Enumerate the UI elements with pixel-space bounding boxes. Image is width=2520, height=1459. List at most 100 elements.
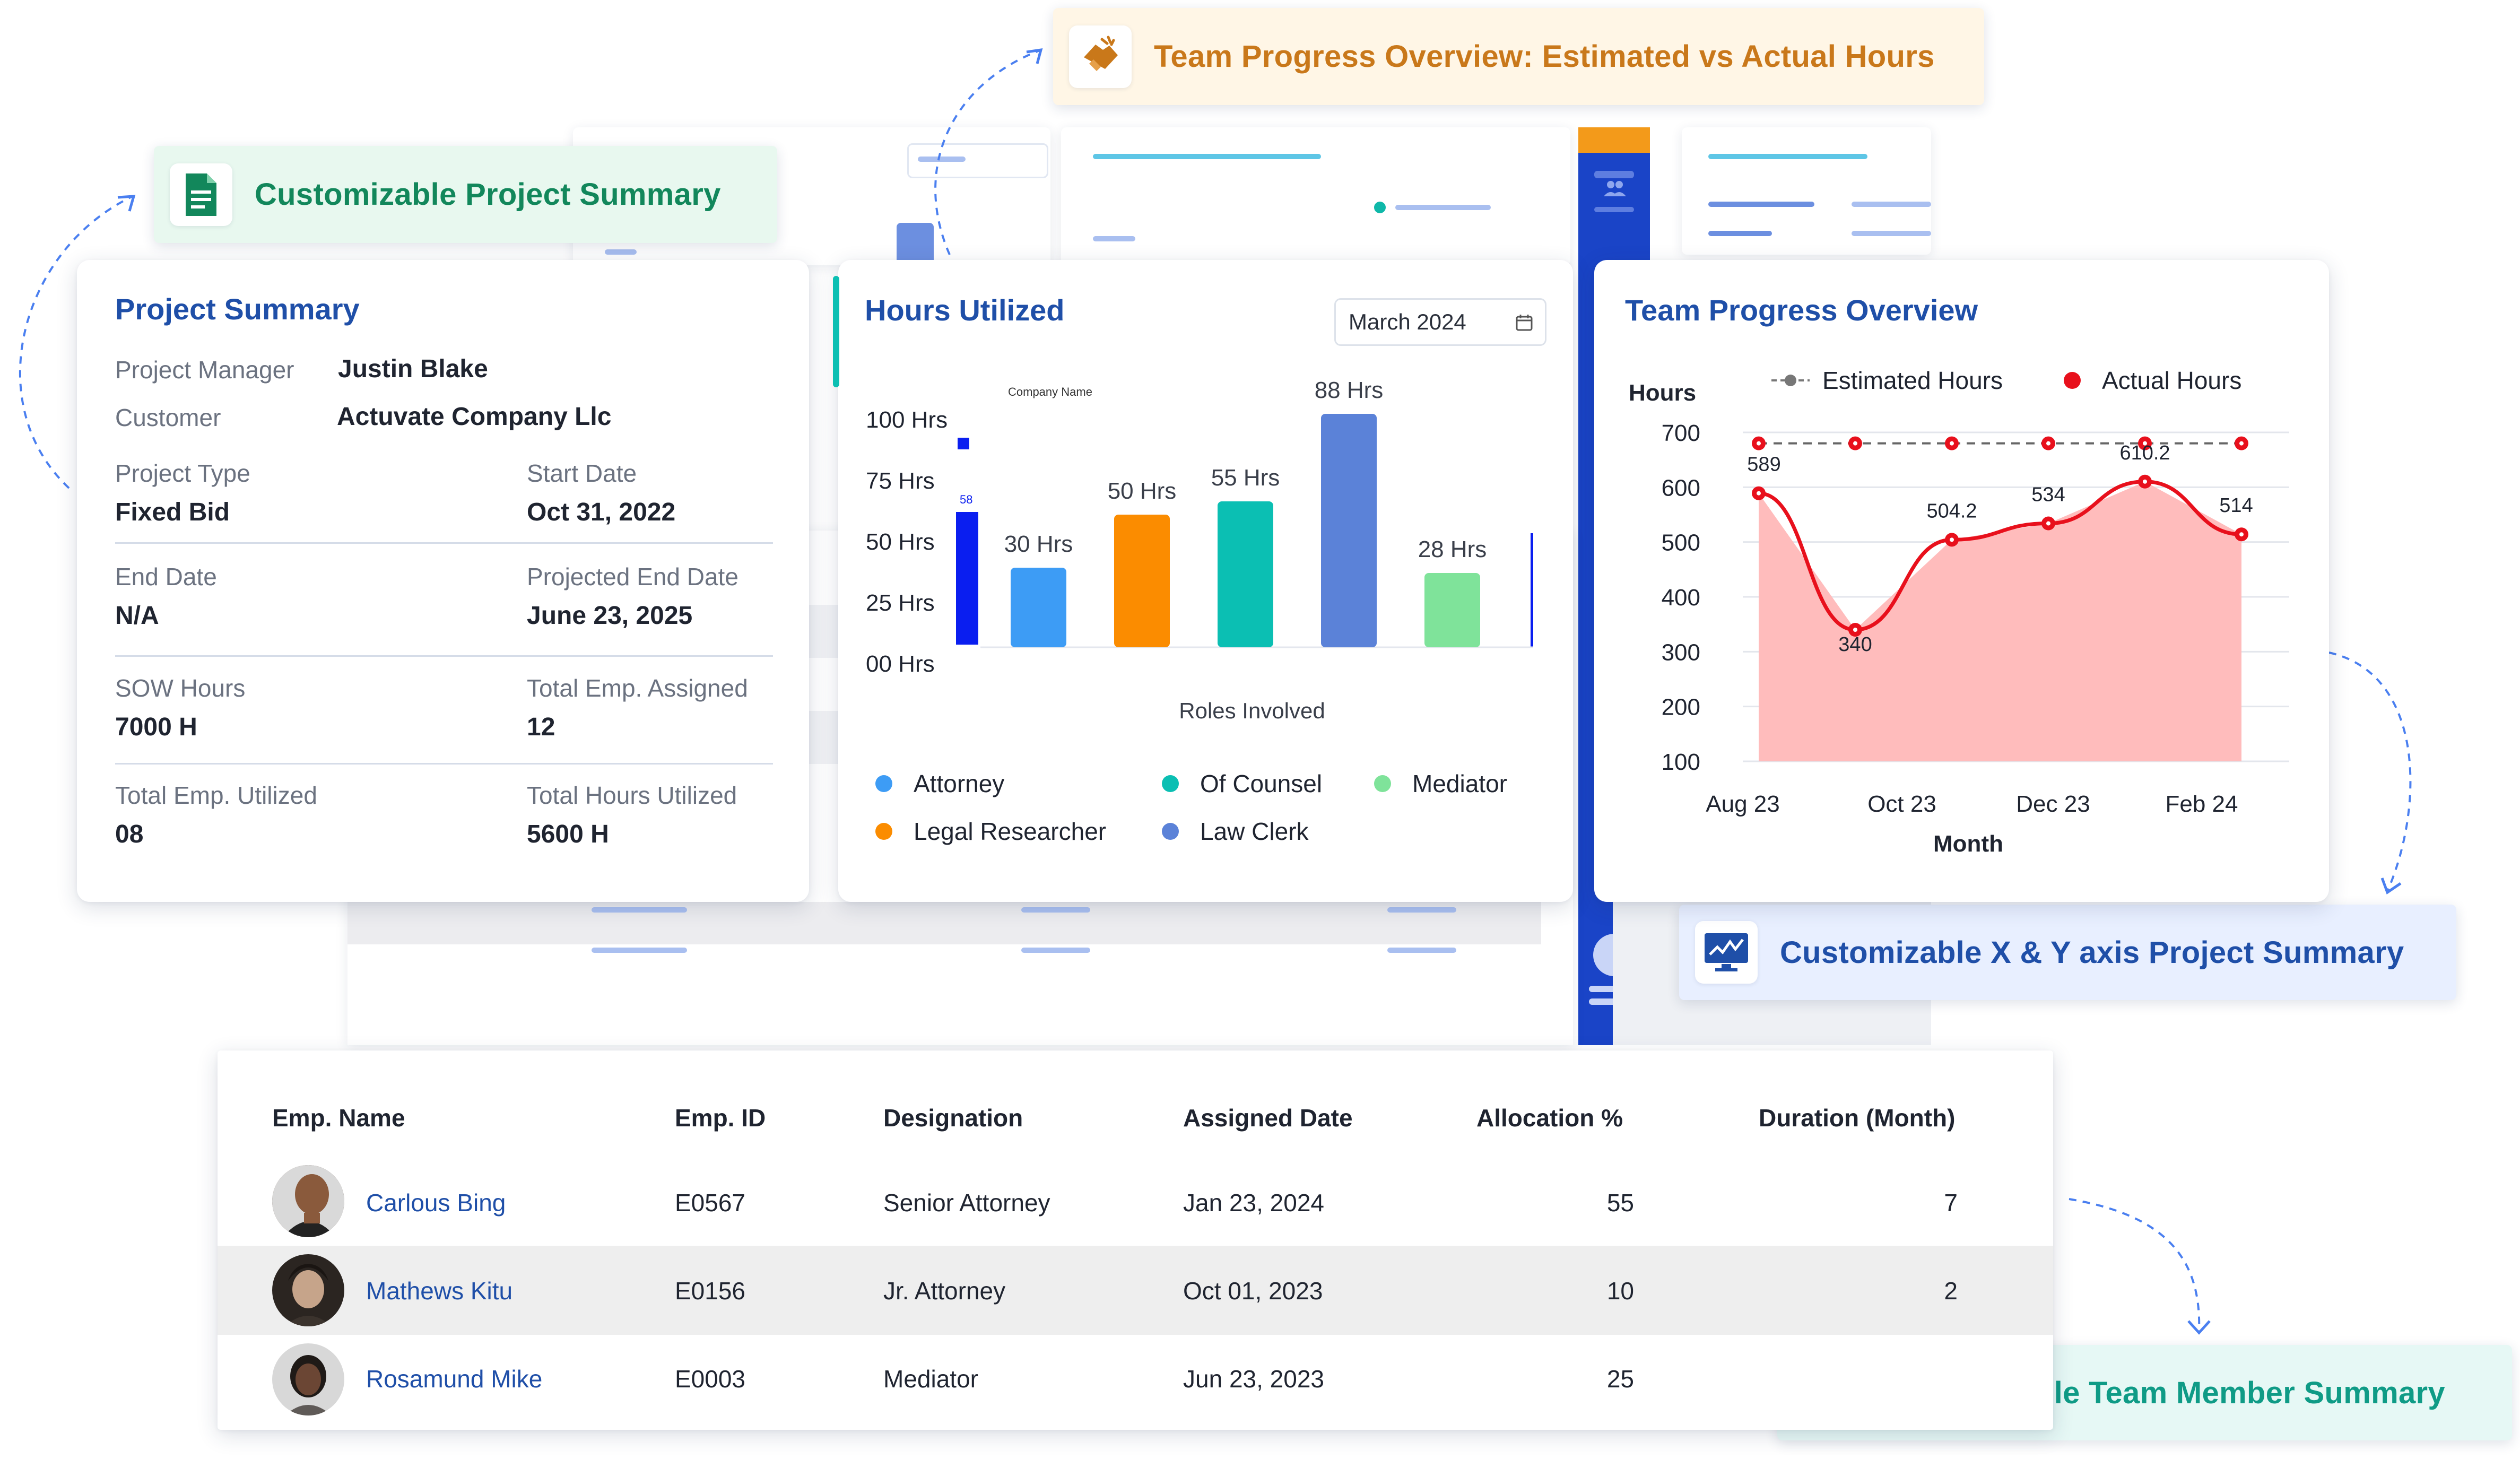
col-designation[interactable]: Designation	[883, 1104, 1023, 1132]
estimated-point-core	[1950, 441, 1954, 446]
sow-hours-value: 7000 H	[115, 713, 197, 741]
ghost-panel-middle	[1061, 127, 1570, 265]
actual-value-label: 534	[2031, 484, 2065, 506]
y-tick-label: 75 Hrs	[866, 468, 935, 494]
customer-value: Actuvate Company Llc	[337, 403, 612, 431]
actual-point-core	[1757, 491, 1761, 496]
start-date-value: Oct 31, 2022	[527, 498, 676, 526]
y-tick-label: 25 Hrs	[866, 590, 935, 616]
hours-utilized-card: Hours Utilized March 2024 100 Hrs 75 Hrs 5…	[833, 260, 1573, 902]
y-tick-label: 600	[1662, 475, 1700, 501]
actual-line	[1758, 480, 2242, 632]
partial-bar	[956, 512, 978, 645]
team-progress-line-chart: Hours 700 600 500 400 300 200 100 589 340 504.2 534…	[1629, 382, 2289, 857]
col-emp-id[interactable]: Emp. ID	[675, 1104, 766, 1132]
emp-name-link[interactable]: Mathews Kitu	[366, 1277, 513, 1305]
total-emp-utilized-label: Total Emp. Utilized	[115, 781, 317, 809]
bar-value-label: 28 Hrs	[1418, 536, 1487, 562]
emp-name-link[interactable]: Rosamund Mike	[366, 1365, 543, 1393]
col-assigned-date[interactable]: Assigned Date	[1183, 1104, 1353, 1132]
handshake-icon	[1069, 25, 1132, 88]
x-tick-label: Dec 23	[2016, 791, 2090, 817]
legend-attorney: Attorney	[875, 769, 1004, 798]
team-progress-title: Team Progress Overview	[1625, 293, 1978, 327]
y-tick-label: 700	[1662, 420, 1700, 446]
bar-value-label: 55 Hrs	[1211, 465, 1280, 491]
actual-area	[1759, 481, 2241, 761]
month-select[interactable]: March 2024	[1334, 298, 1546, 346]
table-row[interactable]: Rosamund Mike E0003 Mediator Jun 23, 202…	[218, 1335, 2053, 1424]
actual-point-core	[1950, 537, 1954, 542]
edge-bar	[1531, 533, 1533, 647]
document-icon	[170, 163, 232, 226]
project-manager-value: Justin Blake	[338, 355, 488, 383]
emp-allocation: 55	[1606, 1189, 1634, 1217]
projected-end-date-label: Projected End Date	[527, 563, 738, 590]
avatar	[272, 1254, 344, 1326]
start-date-label: Start Date	[527, 459, 637, 487]
partial-marker	[958, 438, 969, 449]
actual-point-core	[2046, 521, 2050, 526]
emp-designation: Mediator	[883, 1365, 978, 1393]
table-row[interactable]: Carlous Bing E0567 Senior Attorney Jan 2…	[218, 1157, 2053, 1246]
bar-of-counsel	[1218, 501, 1273, 647]
total-emp-utilized-value: 08	[115, 820, 144, 848]
month-select-value: March 2024	[1349, 309, 1466, 334]
actual-value-label: 504.2	[1926, 500, 1977, 522]
y-tick-label: 300	[1662, 639, 1700, 665]
y-tick-label: 100 Hrs	[866, 407, 948, 433]
people-icon	[1602, 178, 1628, 199]
emp-assigned-date: Oct 01, 2023	[1183, 1277, 1323, 1305]
x-tick-label: Oct 23	[1867, 791, 1936, 817]
ghost-panel-right	[1682, 127, 1931, 255]
y-axis-title: Hours	[1629, 382, 1696, 406]
total-emp-assigned-label: Total Emp. Assigned	[527, 674, 748, 702]
partial-bar-label: 58	[960, 493, 972, 506]
total-emp-assigned-value: 12	[527, 713, 555, 741]
total-hours-utilized-value: 5600 H	[527, 820, 609, 848]
actual-value-label: 514	[2219, 494, 2253, 517]
bar-law-clerk	[1321, 414, 1377, 647]
actual-value-label: 340	[1838, 633, 1872, 656]
estimated-point-core	[2239, 441, 2244, 446]
x-tick-label: Aug 23	[1706, 791, 1779, 817]
emp-designation: Senior Attorney	[883, 1189, 1050, 1217]
y-tick-label: 200	[1662, 694, 1700, 720]
emp-name-link[interactable]: Carlous Bing	[366, 1189, 506, 1217]
legend-estimated: Estimated Hours	[1769, 366, 2003, 395]
emp-id: E0156	[675, 1277, 746, 1305]
bar-mediator	[1424, 573, 1480, 647]
legend-mediator: Mediator	[1374, 769, 1507, 798]
callout-team-progress-label: Team Progress Overview: Estimated vs Act…	[1154, 39, 1935, 74]
callout-team-progress: Team Progress Overview: Estimated vs Act…	[1053, 8, 1984, 105]
emp-duration: 7	[1944, 1189, 1958, 1217]
bar-value-label: 88 Hrs	[1315, 377, 1384, 403]
end-date-label: End Date	[115, 563, 217, 590]
table-row[interactable]: Mathews Kitu E0156 Jr. Attorney Oct 01, …	[218, 1246, 2053, 1335]
project-type-label: Project Type	[115, 459, 250, 487]
y-tick-label: 50 Hrs	[866, 529, 935, 555]
emp-allocation: 10	[1606, 1277, 1634, 1305]
actual-point-core	[2143, 479, 2147, 484]
col-allocation[interactable]: Allocation %	[1476, 1104, 1623, 1132]
emp-designation: Jr. Attorney	[883, 1277, 1006, 1305]
x-axis-title: Month	[1933, 831, 2003, 857]
monitor-chart-icon	[1695, 921, 1758, 984]
avatar	[272, 1165, 344, 1237]
actual-value-label: 589	[1747, 454, 1780, 476]
emp-assigned-date: Jan 23, 2024	[1183, 1189, 1325, 1217]
estimated-point-core	[1757, 441, 1761, 446]
emp-id: E0003	[675, 1365, 746, 1393]
legend-actual: Actual Hours	[2064, 366, 2241, 395]
bar-value-label: 50 Hrs	[1108, 478, 1177, 504]
actual-value-label: 610.2	[2119, 442, 2170, 464]
col-duration[interactable]: Duration (Month)	[1759, 1104, 1956, 1132]
actual-point-core	[2239, 532, 2244, 537]
bar-value-label: 30 Hrs	[1004, 531, 1073, 557]
project-type-value: Fixed Bid	[115, 498, 230, 526]
callout-project-summary: Customizable Project Summary	[154, 146, 777, 243]
col-emp-name[interactable]: Emp. Name	[272, 1104, 405, 1132]
emp-duration: 2	[1944, 1277, 1958, 1305]
emp-id: E0567	[675, 1189, 746, 1217]
